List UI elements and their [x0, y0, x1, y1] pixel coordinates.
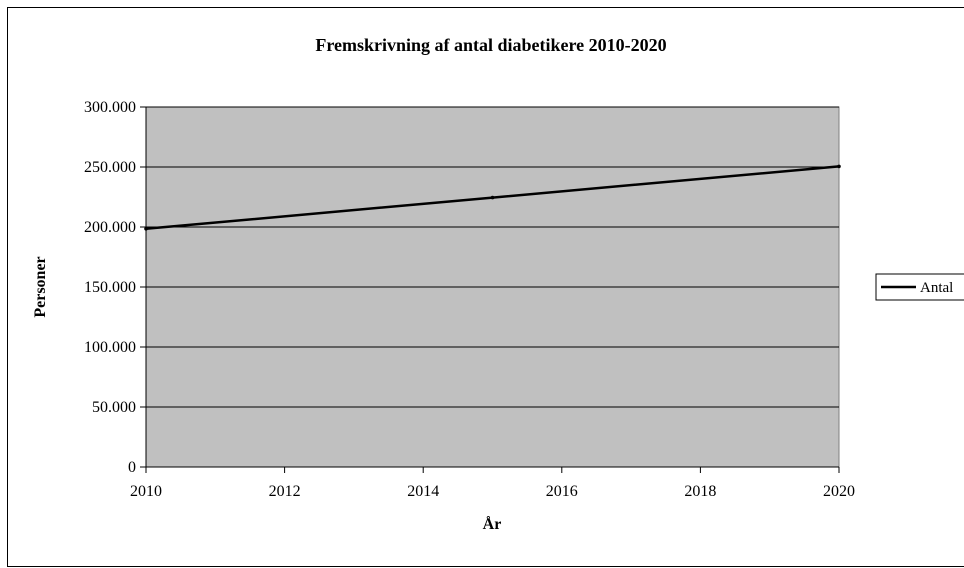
- x-tick-label: 2016: [546, 483, 578, 500]
- x-tick-label: 2012: [269, 483, 301, 500]
- x-tick-label: 2014: [407, 483, 439, 500]
- legend: Antal: [875, 273, 964, 301]
- gridlines: [146, 106, 839, 408]
- chart-title: Fremskrivning af antal diabetikere 2010-…: [315, 35, 666, 55]
- y-tick-label: 150.000: [84, 279, 136, 296]
- y-tick-label: 0: [128, 459, 136, 476]
- x-tick-label: 2018: [684, 483, 716, 500]
- x-ticks: 2010 2012 2014 2016 2018 2020: [130, 467, 855, 500]
- y-tick-label: 200.000: [84, 219, 136, 236]
- data-point: [837, 164, 841, 169]
- y-ticks: 0 50.000 100.000 150.000 200.000 250.000 300.0…: [84, 99, 146, 476]
- y-axis-title: Personer: [32, 256, 49, 317]
- x-axis-title: År: [483, 515, 502, 533]
- data-point: [490, 195, 495, 200]
- chart-frame: 0 50.000 100.000 150.000 200.000 250.000 300.0…: [7, 7, 964, 567]
- x-tick-label: 2010: [130, 483, 162, 500]
- legend-label-antal: Antal: [920, 280, 953, 296]
- x-tick-label: 2020: [823, 483, 855, 500]
- y-tick-label: 100.000: [84, 339, 136, 356]
- data-point: [144, 227, 148, 231]
- y-tick-label: 250.000: [84, 159, 136, 176]
- series: [144, 164, 841, 231]
- line-chart: 0 50.000 100.000 150.000 200.000 250.000 300.0…: [32, 35, 964, 533]
- y-tick-label: 300.000: [84, 99, 136, 116]
- y-tick-label: 50.000: [92, 399, 136, 416]
